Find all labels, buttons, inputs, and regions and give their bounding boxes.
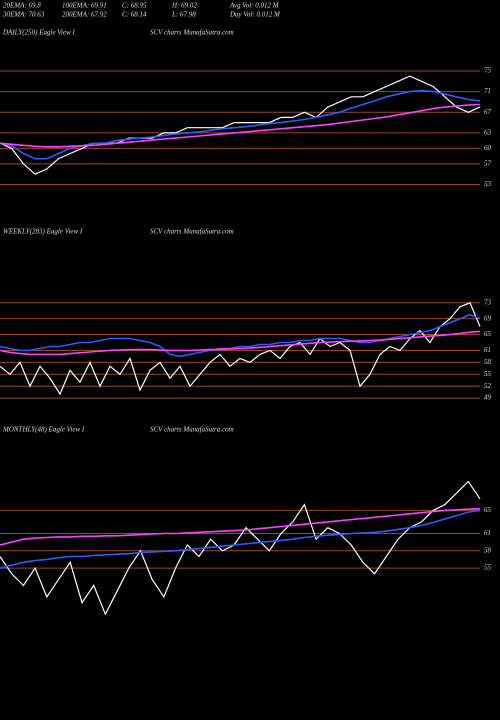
series-line <box>0 480 481 616</box>
series-line <box>0 313 481 358</box>
y-tick-label: 53 <box>484 180 492 188</box>
panel-title: WEEKLY(283) Eagle View I <box>3 228 83 236</box>
header-stat: 20EMA: 69.8 <box>3 2 41 10</box>
y-tick-label: 71 <box>484 87 491 95</box>
series-line <box>0 507 481 546</box>
y-tick-label: 65 <box>484 506 492 514</box>
header-stat: 30EMA: 70.63 <box>2 11 45 19</box>
y-tick-label: 49 <box>484 394 492 402</box>
series-line <box>0 509 481 569</box>
series-line <box>0 103 481 148</box>
y-tick-label: 57 <box>484 159 492 167</box>
header-stat: C: 68.95 <box>122 2 147 10</box>
header-stat: 100EMA: 69.91 <box>62 2 107 10</box>
header-stat: H: 69.02 <box>171 2 197 10</box>
panel-subtitle: SCV charts MunafaSutra.com <box>150 29 234 37</box>
series-line <box>0 330 481 356</box>
header-stat: C: 68.14 <box>122 11 147 19</box>
header-stat: L: 67.98 <box>171 11 196 19</box>
series-line <box>0 302 481 396</box>
header-stat: Day Vol: 0.012 M <box>229 11 281 19</box>
panel-title: DAILY(250) Eagle View I <box>2 29 76 37</box>
panel-title: MONTHLY(48) Eagle View I <box>2 426 85 434</box>
y-tick-label: 52 <box>484 382 492 390</box>
y-tick-label: 61 <box>484 529 491 537</box>
y-tick-label: 55 <box>484 370 492 378</box>
y-tick-label: 58 <box>484 546 492 554</box>
y-tick-label: 55 <box>484 564 492 572</box>
header-stat: 200EMA: 67.92 <box>62 11 107 19</box>
y-tick-label: 67 <box>484 108 492 116</box>
panel-subtitle: SCV charts MunafaSutra.com <box>150 228 234 236</box>
series-line <box>0 75 481 175</box>
y-tick-label: 65 <box>484 330 492 338</box>
y-tick-label: 60 <box>484 144 492 152</box>
y-tick-label: 73 <box>484 298 492 306</box>
y-tick-label: 63 <box>484 129 492 137</box>
panel-subtitle: SCV charts MunafaSutra.com <box>150 426 234 434</box>
y-tick-label: 75 <box>484 67 492 75</box>
header-stat: Avg Vol: 0.012 M <box>229 2 280 10</box>
y-tick-label: 61 <box>484 346 491 354</box>
y-tick-label: 58 <box>484 358 492 366</box>
y-tick-label: 69 <box>484 314 492 322</box>
